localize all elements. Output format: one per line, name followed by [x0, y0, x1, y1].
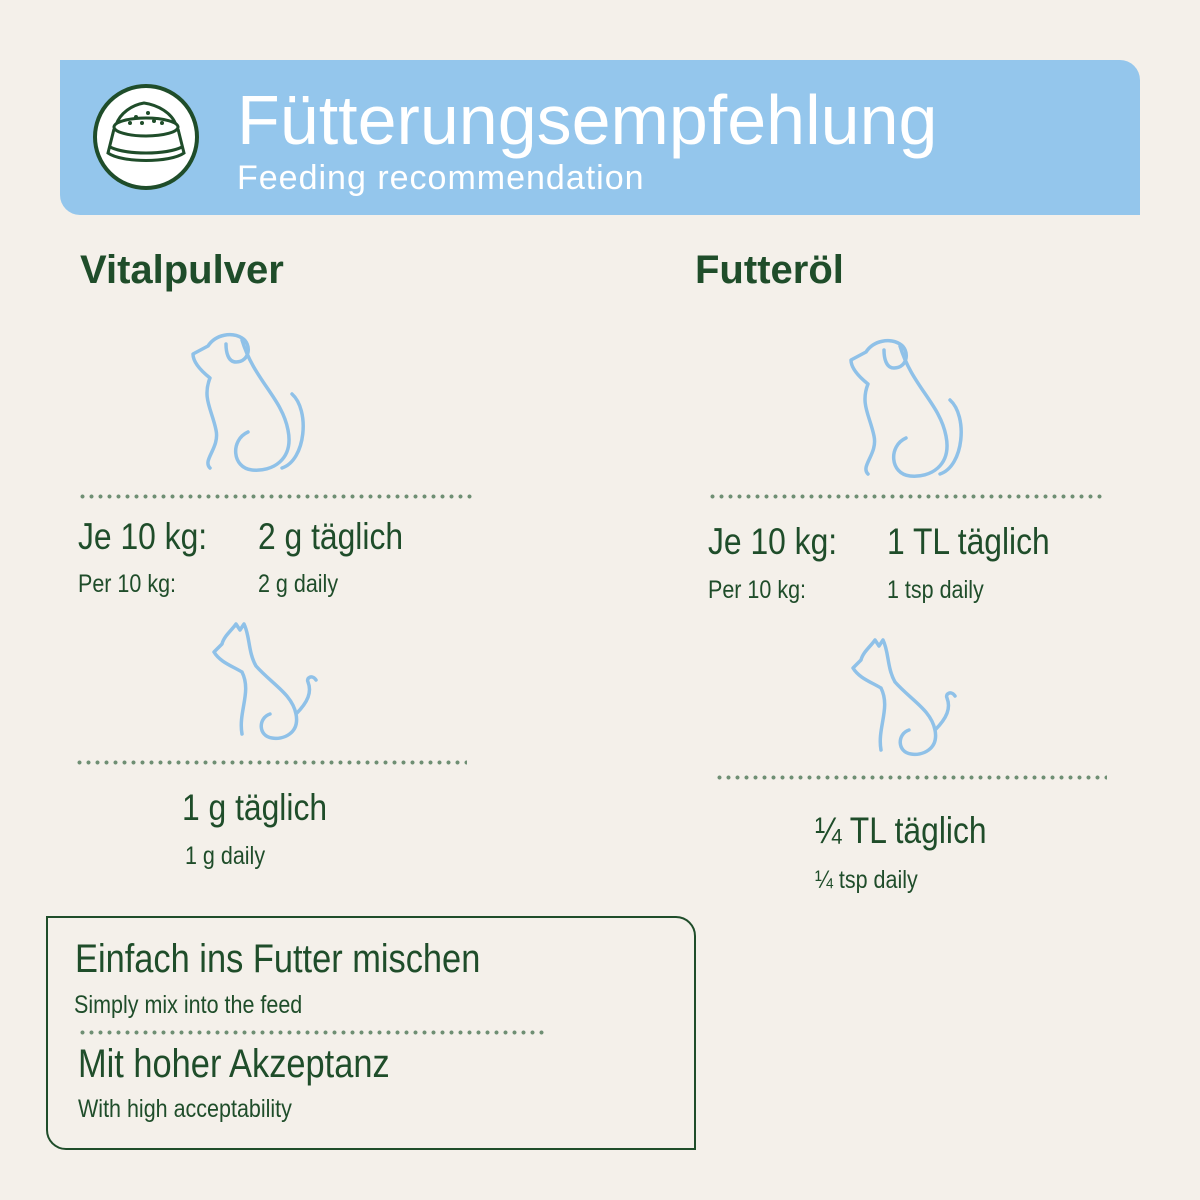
feature-subtitle: With high acceptability	[78, 1095, 292, 1123]
dog-dose-de: 2 g täglich	[258, 516, 404, 557]
dog-icon	[849, 338, 963, 478]
cat-dose-de: 1 g täglich	[182, 787, 328, 828]
product-title: Vitalpulver	[80, 248, 284, 292]
divider	[75, 760, 467, 765]
dog-label-de: Je 10 kg:	[708, 521, 838, 562]
cat-icon	[851, 638, 957, 757]
cat-dose-en: 1 g daily	[185, 842, 266, 870]
cat-icon	[212, 622, 318, 741]
divider	[78, 494, 472, 499]
dog-dose-en: 1 tsp daily	[887, 576, 984, 604]
features-box	[46, 916, 696, 1150]
page-title: Fütterungsempfehlung	[237, 81, 938, 159]
header-banner	[60, 60, 1140, 215]
dog-dose-de: 1 TL täglich	[887, 521, 1050, 562]
divider	[78, 1030, 546, 1035]
feature-title: Einfach ins Futter mischen	[75, 937, 481, 981]
product-title: Futteröl	[695, 248, 844, 292]
divider	[708, 494, 1102, 499]
dog-label-de: Je 10 kg:	[78, 516, 208, 557]
cat-dose-de: ¼ TL täglich	[815, 810, 987, 851]
dog-icon	[191, 332, 305, 472]
cat-dose-en: ¼ tsp daily	[815, 866, 918, 894]
food-bowl-icon	[93, 84, 199, 190]
dog-label-en: Per 10 kg:	[708, 576, 806, 604]
feature-title: Mit hoher Akzeptanz	[78, 1042, 390, 1086]
feature-subtitle: Simply mix into the feed	[74, 991, 303, 1019]
divider	[715, 775, 1107, 780]
dog-dose-en: 2 g daily	[258, 570, 339, 598]
dog-label-en: Per 10 kg:	[78, 570, 176, 598]
page-subtitle: Feeding recommendation	[237, 159, 645, 197]
